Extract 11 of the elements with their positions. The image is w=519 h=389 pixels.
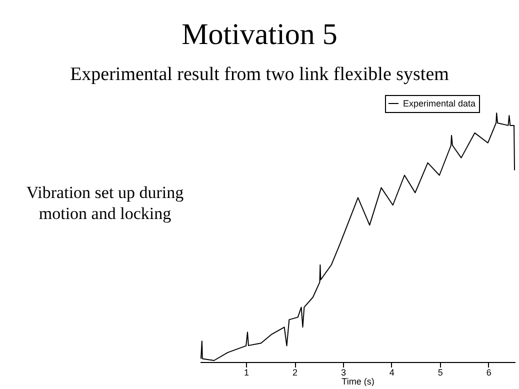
text: Vibration set up during motion and locking (25, 182, 185, 224)
x-tick-label: 4 (389, 368, 394, 378)
chart-title: Motivation 5 (180, 18, 338, 52)
chart-subtitle: Experimental result from two link flexible system (69, 64, 450, 86)
x-tick-label: 6 (486, 368, 492, 378)
legend-label: Experimental data (403, 98, 476, 108)
x-tick-label: 5 (438, 368, 443, 378)
x-axis-title: Time (s) (342, 376, 374, 386)
x-tick-label: 3 (340, 368, 346, 378)
x-tick-label: 2 (292, 368, 298, 378)
x-tick-label: 1 (244, 368, 250, 378)
